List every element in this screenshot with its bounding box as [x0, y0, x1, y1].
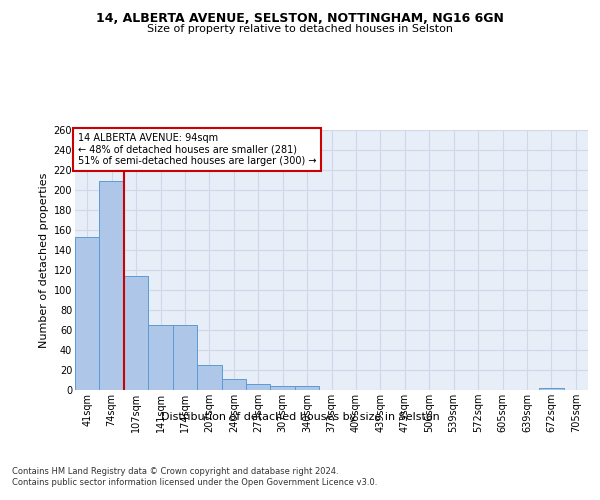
Bar [148, 325, 173, 390]
Bar [173, 325, 197, 390]
Bar [295, 386, 319, 390]
Text: 14 ALBERTA AVENUE: 94sqm
← 48% of detached houses are smaller (281)
51% of semi-: 14 ALBERTA AVENUE: 94sqm ← 48% of detach… [77, 132, 316, 166]
Text: Size of property relative to detached houses in Selston: Size of property relative to detached ho… [147, 24, 453, 34]
Bar [221, 379, 246, 390]
Text: 14, ALBERTA AVENUE, SELSTON, NOTTINGHAM, NG16 6GN: 14, ALBERTA AVENUE, SELSTON, NOTTINGHAM,… [96, 12, 504, 26]
Text: Distribution of detached houses by size in Selston: Distribution of detached houses by size … [161, 412, 439, 422]
Bar [75, 237, 100, 390]
Bar [271, 386, 295, 390]
Y-axis label: Number of detached properties: Number of detached properties [40, 172, 49, 348]
Bar [124, 276, 148, 390]
Bar [197, 365, 221, 390]
Text: Contains HM Land Registry data © Crown copyright and database right 2024.
Contai: Contains HM Land Registry data © Crown c… [12, 468, 377, 487]
Bar [246, 384, 271, 390]
Bar [539, 388, 563, 390]
Bar [100, 181, 124, 390]
